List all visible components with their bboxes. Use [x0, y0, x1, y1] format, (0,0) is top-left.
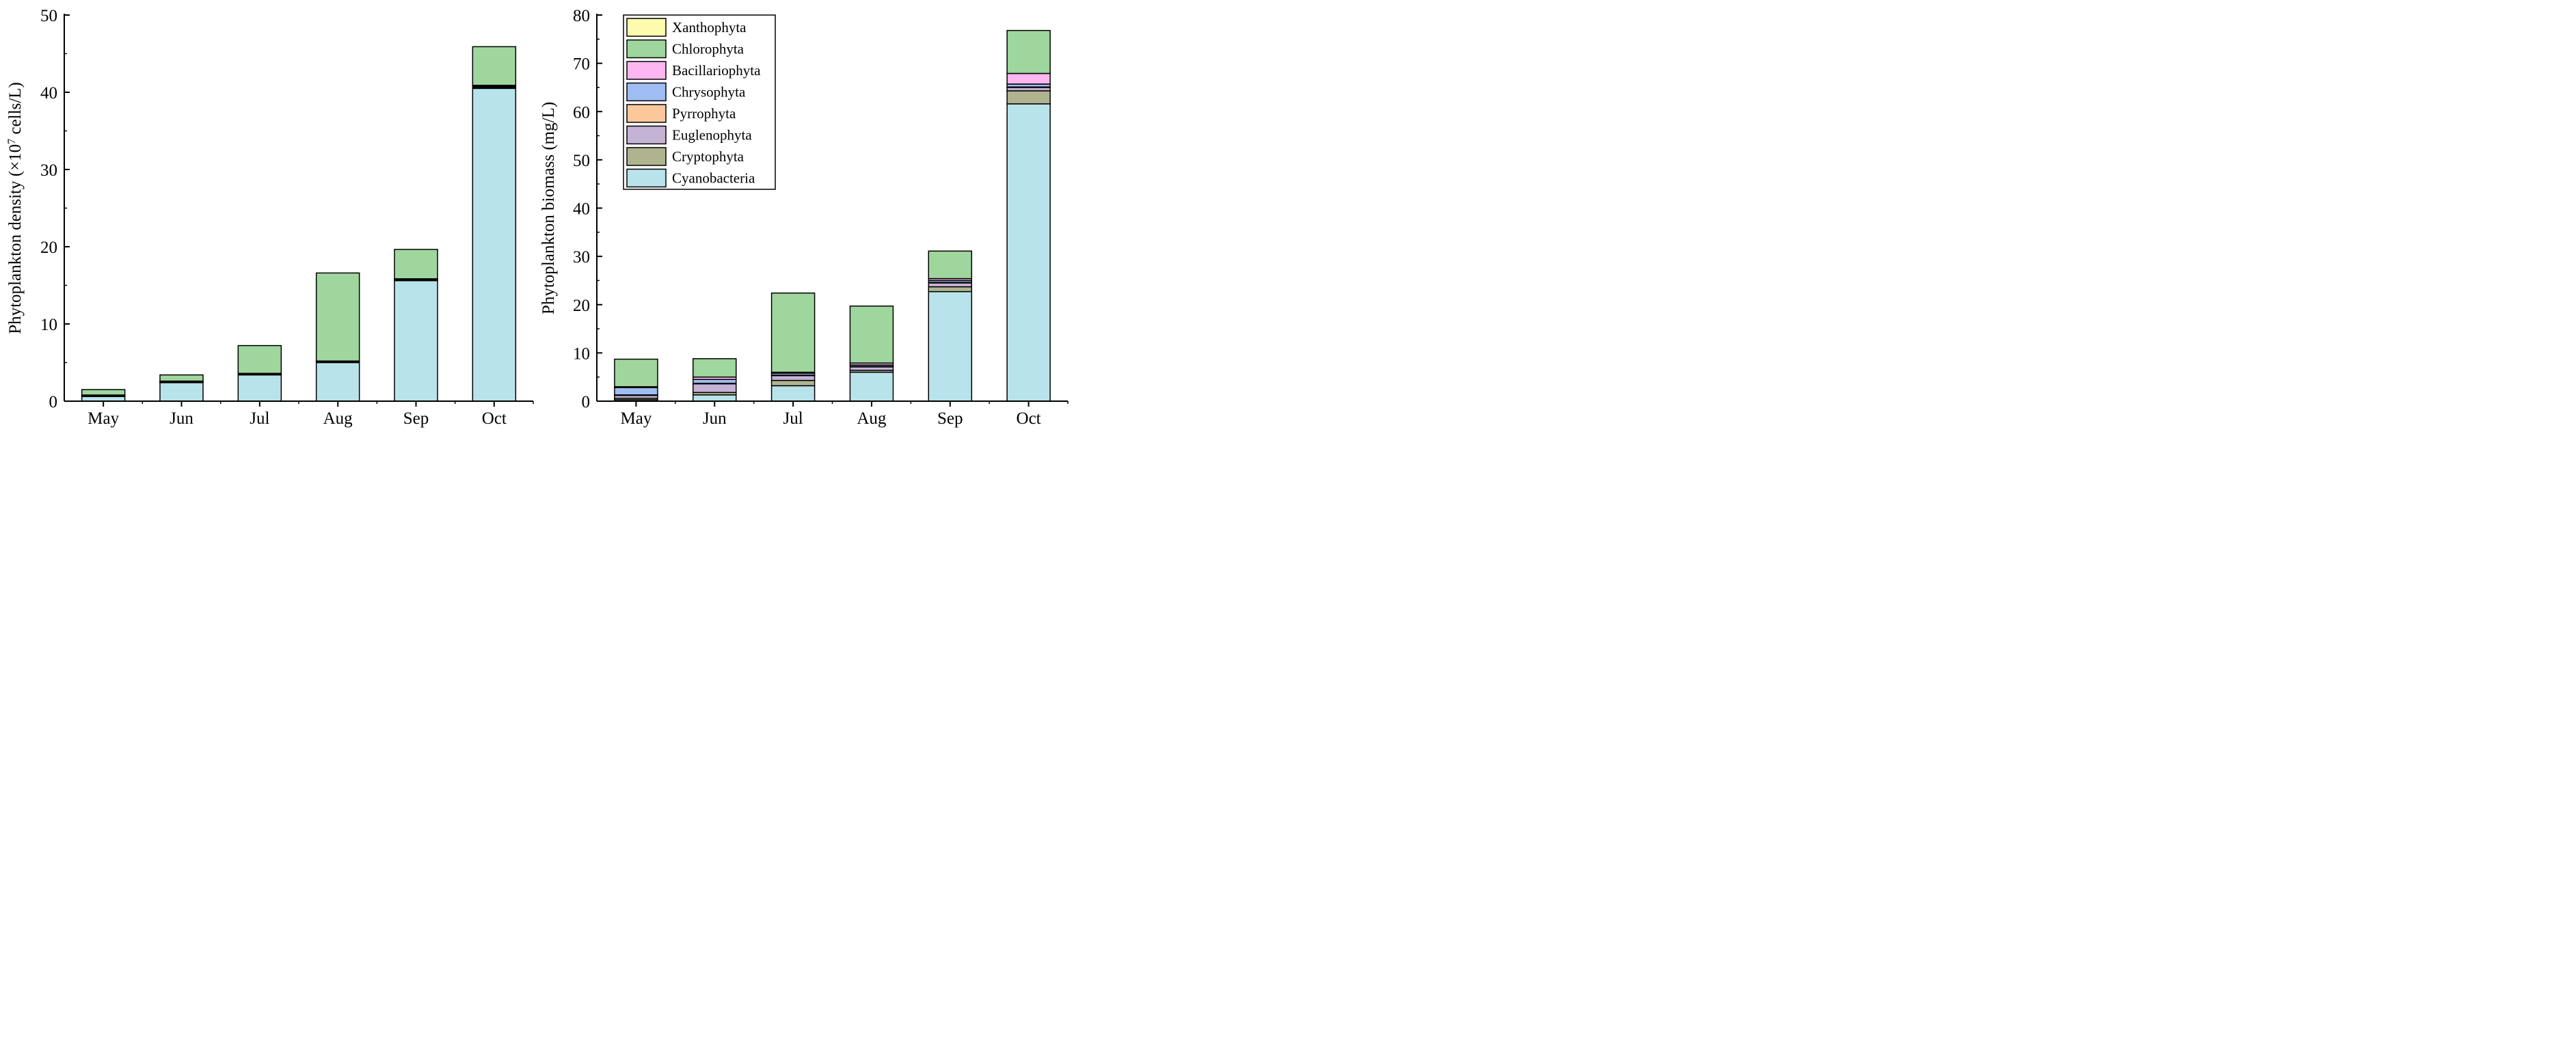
biomass-bar-sep-cyanobacteria	[928, 290, 972, 402]
density-y-axis-title-suffix: cells/L)	[6, 82, 25, 139]
biomass-x-tick-label-may: May	[621, 409, 652, 428]
legend-label-cryptophyta: Cryptophyta	[672, 148, 744, 165]
biomass-bar-jun	[693, 358, 737, 402]
biomass-bar-aug-cyanobacteria	[849, 371, 894, 402]
biomass-bar-sep-euglenophyta	[928, 282, 972, 288]
biomass-bar-sep	[928, 250, 972, 402]
biomass-y-tick-label: 60	[573, 103, 590, 122]
biomass-x-tick-label-jul: Jul	[783, 409, 803, 428]
density-bars	[81, 46, 517, 402]
density-chart: 0 10 20 30 40 50 May Jun Jul Aug Sep Oct Phytoplankt…	[6, 7, 534, 428]
biomass-bar-oct-cryptophyta	[1006, 90, 1051, 105]
biomass-y-axis-title: Phytoplankton biomass (mg/L)	[539, 102, 558, 314]
legend-label-chlorophyta: Chlorophyta	[672, 41, 744, 57]
density-bar-jul-cyanobacteria	[237, 374, 282, 402]
density-bar-aug	[315, 272, 360, 402]
legend-label-chrysophyta: Chrysophyta	[672, 84, 746, 100]
density-bar-jun	[159, 374, 204, 402]
density-bar-aug-cyanobacteria	[315, 362, 360, 402]
legend-swatch-euglenophyta	[626, 125, 667, 145]
biomass-legend: Xanthophyta Chlorophyta Bacillariophyta Chr…	[623, 14, 776, 190]
density-y-axis-title: Phytoplankton density (×107 cells/L)	[6, 82, 25, 334]
legend-label-euglenophyta: Euglenophyta	[672, 127, 752, 144]
legend-swatch-chrysophyta	[626, 82, 667, 102]
biomass-bar-jul-chlorophyta	[770, 293, 816, 373]
density-bar-jun-cyanobacteria	[159, 382, 204, 402]
density-bar-sep-cyanobacteria	[394, 280, 438, 402]
density-y-tick-label: 20	[40, 239, 57, 257]
density-bar-jun-chlorophyta	[159, 374, 204, 382]
density-bar-sep	[394, 249, 438, 402]
biomass-bar-jul-cyanobacteria	[770, 385, 816, 402]
figure: 0 10 20 30 40 50 May Jun Jul Aug Sep Oct Phytoplankt…	[6, 7, 1069, 428]
legend-label-xanthophyta: Xanthophyta	[672, 19, 747, 36]
density-bar-may	[81, 389, 126, 402]
density-y-tick-label: 10	[40, 316, 57, 334]
legend-swatch-xanthophyta	[626, 18, 667, 37]
density-x-tick-label-aug: Aug	[323, 409, 353, 428]
biomass-y-tick-label: 50	[573, 152, 590, 170]
legend-swatch-chlorophyta	[626, 39, 667, 59]
density-bar-sep-chlorophyta	[394, 249, 438, 280]
density-y-tick-label: 40	[40, 84, 57, 103]
biomass-x-tick-label-sep: Sep	[937, 409, 963, 428]
density-bar-oct-chlorophyta	[472, 46, 517, 86]
density-y-tick-label: 30	[40, 161, 57, 180]
biomass-x-tick-label-jun: Jun	[703, 409, 727, 428]
biomass-y-tick-label: 0	[582, 393, 591, 411]
biomass-bar-oct-cyanobacteria	[1006, 103, 1051, 402]
biomass-y-tick-label: 10	[573, 344, 590, 363]
biomass-bar-jul-cryptophyta	[770, 379, 816, 387]
biomass-bars	[614, 29, 1051, 402]
biomass-y-tick-label: 40	[573, 200, 590, 219]
legend-swatch-bacillariophyta	[626, 61, 667, 80]
density-bar-may-cyanobacteria	[81, 396, 126, 402]
density-x-tick-label-may: May	[88, 409, 119, 428]
density-y-axis-title-sup: 7	[6, 139, 18, 144]
biomass-x-tick-label-aug: Aug	[857, 409, 887, 428]
biomass-y-tick-label: 30	[573, 248, 590, 267]
biomass-bar-oct-bacillariophyta	[1006, 72, 1051, 85]
density-y-tick-label: 50	[40, 7, 57, 25]
biomass-bar-jul-euglenophyta	[770, 375, 816, 381]
density-y-axis-title-main: Phytoplankton density (×10	[6, 144, 25, 334]
density-y-tick-label: 0	[49, 393, 58, 411]
biomass-y-tick-label: 70	[573, 55, 590, 74]
biomass-bar-aug-chlorophyta	[849, 305, 894, 364]
biomass-bar-jun-chlorophyta	[693, 358, 737, 378]
legend-swatch-cyanobacteria	[626, 168, 667, 188]
legend-swatch-cryptophyta	[626, 147, 667, 166]
biomass-x-tick-label-oct: Oct	[1017, 409, 1041, 428]
biomass-bar-jun-chrysophyta	[693, 379, 737, 384]
density-bar-jul	[237, 344, 282, 402]
biomass-bar-oct-chlorophyta	[1006, 29, 1051, 74]
biomass-y-axis-title-main: Phytoplankton biomass (mg/L)	[539, 102, 558, 314]
legend-label-pyrrophyta: Pyrrophyta	[672, 105, 736, 122]
biomass-bar-jun-cyanobacteria	[693, 394, 737, 402]
biomass-bar-sep-cryptophyta	[928, 286, 972, 293]
biomass-bar-may-chrysophyta	[614, 387, 658, 396]
biomass-bar-jul	[770, 293, 816, 402]
density-bar-oct	[472, 46, 517, 402]
density-bar-oct-cyanobacteria	[472, 87, 517, 402]
biomass-bar-oct	[1006, 29, 1051, 402]
density-bar-aug-chlorophyta	[315, 272, 360, 362]
density-x-tick-label-oct: Oct	[482, 409, 507, 428]
density-bar-may-chlorophyta	[81, 389, 126, 396]
legend-label-cyanobacteria: Cyanobacteria	[672, 170, 755, 187]
biomass-bar-sep-chlorophyta	[928, 250, 972, 280]
biomass-bar-aug	[849, 305, 894, 402]
density-x-tick-label-jun: Jun	[170, 409, 193, 428]
biomass-y-tick-label: 80	[573, 7, 590, 25]
density-x-tick-label-jul: Jul	[250, 409, 269, 428]
biomass-bar-jun-euglenophyta	[693, 383, 737, 394]
biomass-chart: 0 10 20 30 40 50 60 70 80 May Jun Jul Aug Sep Oct Phyto…	[539, 7, 1069, 428]
biomass-y-tick-label: 20	[573, 297, 590, 315]
density-bar-jul-chlorophyta	[237, 344, 282, 375]
legend-swatch-pyrrophyta	[626, 104, 667, 123]
biomass-bar-may	[614, 358, 658, 402]
biomass-bar-may-chlorophyta	[614, 358, 658, 387]
legend-label-bacillariophyta: Bacillariophyta	[672, 62, 761, 79]
density-x-tick-label-sep: Sep	[403, 409, 429, 428]
